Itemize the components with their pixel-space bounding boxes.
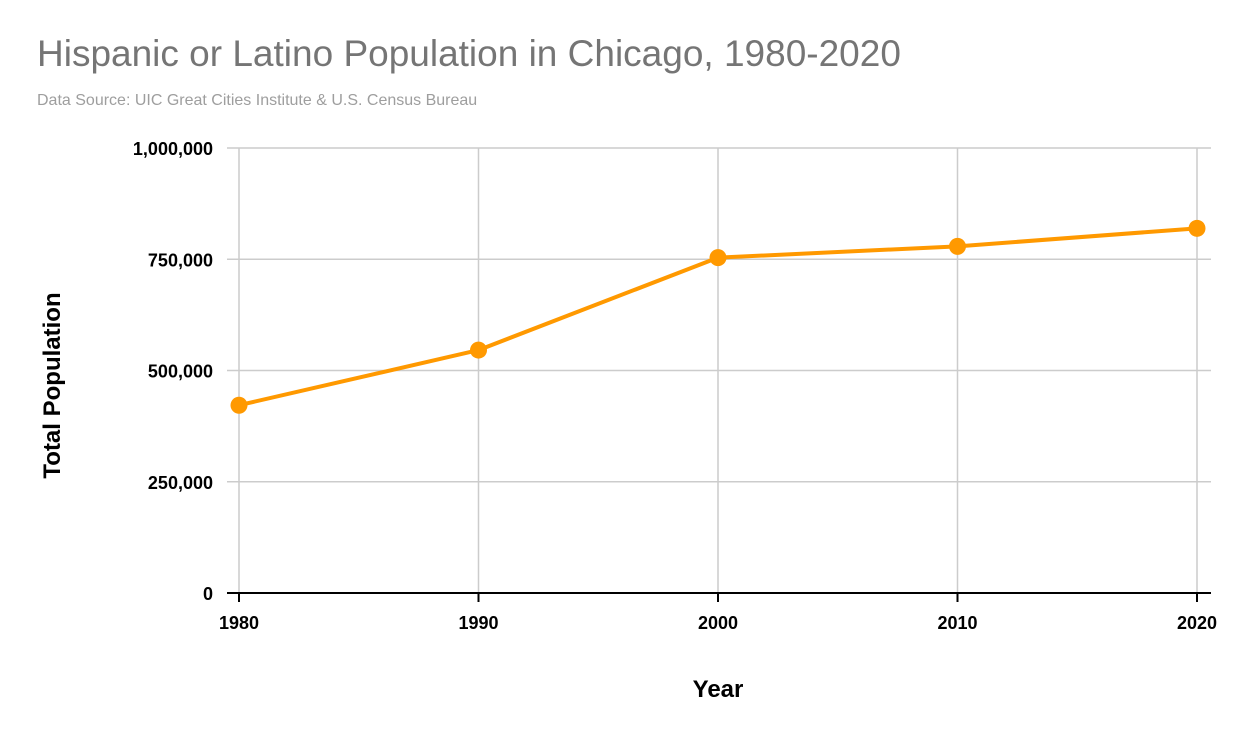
x-tick-label: 2010 [937,613,977,633]
y-tick-label: 500,000 [148,362,213,382]
x-tick-label: 2000 [698,613,738,633]
data-series [230,219,1206,414]
data-point [949,237,966,255]
x-tick-label: 2020 [1177,613,1217,633]
y-tick-label: 250,000 [148,473,213,493]
x-tick-labels: 1980 1990 2000 2010 2020 [219,613,1217,633]
chart-subtitle: Data Source: UIC Great Cities Institute … [37,92,478,109]
y-axis-title: Total Population [39,292,66,478]
x-tick-label: 1980 [219,613,259,633]
axes [227,592,1211,602]
x-axis-title: Year [693,676,744,703]
y-tick-label: 0 [203,584,213,604]
chart-title: Hispanic or Latino Population in Chicago… [37,33,901,74]
y-tick-label: 750,000 [148,250,213,270]
y-tick-labels: 0 250,000 500,000 750,000 1,000,000 [133,139,213,604]
gridlines [227,147,1211,593]
data-point [230,396,248,414]
y-tick-label: 1,000,000 [133,139,213,159]
data-point [1188,219,1206,237]
x-tick-label: 1990 [458,613,498,633]
data-point [709,249,727,267]
data-point [470,341,487,359]
